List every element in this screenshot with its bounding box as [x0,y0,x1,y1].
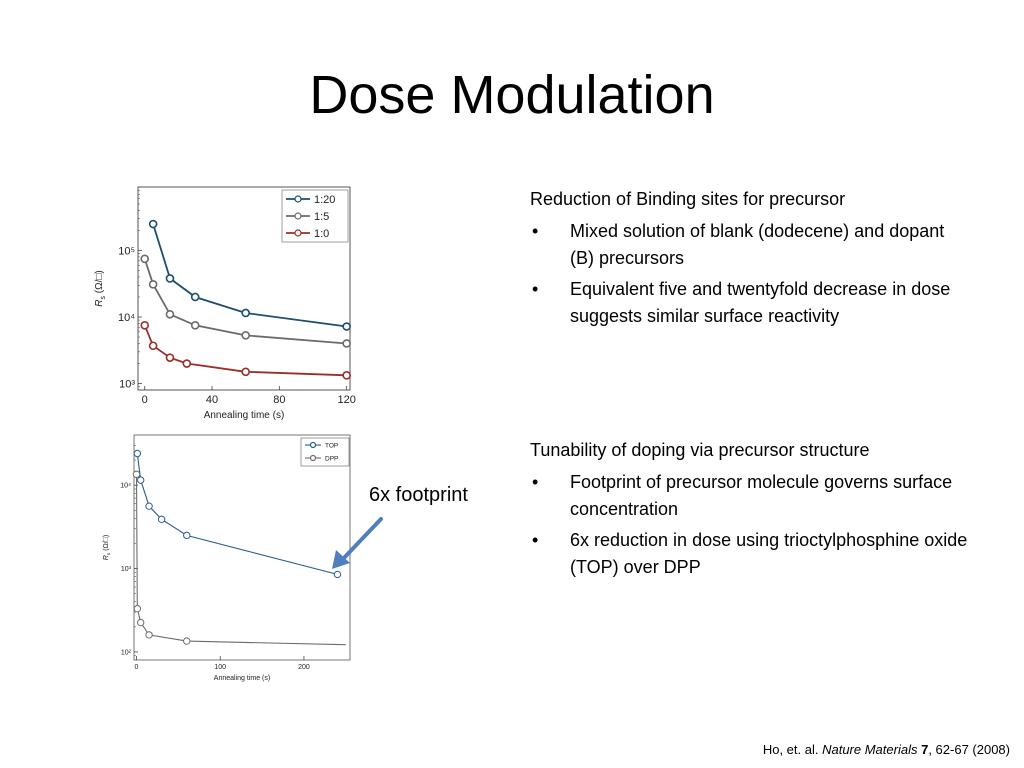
plot-frame [133,434,351,661]
series-line-DPP [135,474,346,646]
x-axis-label: Annealing time (s) [214,675,270,682]
bullet-icon: • [532,221,539,241]
section-heading: Tunability of doping via precursor struc… [530,440,870,460]
data-point [241,367,250,377]
bullet-text: 6x reduction in dose using trioctylphosp… [570,530,968,577]
y-tick-label: 10³ [119,378,135,390]
data-point [148,341,158,351]
data-point [148,280,158,289]
citation: Ho, et. al. Nature Materials 7, 62-67 (2… [763,741,1010,759]
citation-journal: Nature Materials [822,742,918,757]
bullet-icon: • [532,279,539,299]
data-point [165,353,175,362]
data-point [165,274,175,283]
data-point [132,470,141,479]
x-tick-label: 200 [298,664,310,671]
data-point [133,605,142,613]
y-tick-label: 10³ [121,566,132,573]
bullet-text: Mixed solution of blank (dodecene) and d… [570,221,945,268]
data-point [342,339,351,348]
data-point [137,476,145,484]
data-point [342,322,351,331]
callout-arrow-icon [332,517,383,569]
legend-label: 1:0 [314,228,329,240]
section-binding-sites: Reduction of Binding sites for precursor… [530,186,970,334]
list-item: • Footprint of precursor molecule governs… [530,469,970,523]
list-item: • 6x reduction in dose using trioctylphos… [530,527,970,581]
data-point [190,321,200,330]
legend-marker [309,441,317,449]
chart-precursor-structure-svg: 10² 10³ 10⁴ 0 100 200 Annealing time (s) Rs (Ω/… [103,434,351,682]
y-tick-label: 10⁴ [120,483,131,490]
citation-authors: Ho, et. al. [762,742,819,757]
list-item: • Mixed solution of blank (dodecene) and … [530,218,970,272]
legend-marker [294,212,302,220]
list-item: • Equivalent five and twentyfold decrease… [530,276,970,330]
data-point [133,449,142,458]
x-tick-label: 80 [273,394,285,406]
y-tick-label: 10⁴ [118,312,135,324]
x-tick-label: 0 [135,664,139,671]
data-point [165,309,175,319]
citation-pages-year: , 62-67 (2008) [928,742,1010,757]
data-point [182,359,192,368]
data-point [148,219,158,229]
x-tick-label: 120 [337,394,355,406]
series-line-TOP [136,453,338,575]
legend-label: TOP [325,442,338,449]
data-point [241,308,250,318]
bullet-icon: • [532,530,539,550]
bullet-list: • Mixed solution of blank (dodecene) and … [530,218,970,330]
data-point [241,331,250,340]
data-point [190,292,200,302]
legend-box [300,437,350,467]
y-tick-label: 10² [121,649,132,656]
legend-label: 1:20 [314,194,335,206]
data-point [145,502,153,510]
legend-marker [294,229,302,237]
section-heading: Reduction of Binding sites for precursor [530,189,846,209]
y-tick-label: 10⁵ [118,245,135,257]
citation-volume: 7 [921,742,929,757]
x-tick-label: 100 [214,664,226,671]
series-line-1-5 [143,258,347,345]
bullet-icon: • [532,472,539,492]
y-axis-label: Rs (Ω/□) [103,535,112,561]
legend-label: DPP [325,455,338,462]
legend-marker [294,195,302,203]
chart-binding-sites-svg: B10³10⁴10⁵04080120Annealing time (s)Rs (… [94,186,356,421]
data-point [183,637,191,645]
x-tick-label: 0 [142,394,148,406]
data-point [137,618,145,627]
data-point [140,321,150,330]
data-point [140,254,150,264]
data-point [342,371,351,380]
footprint-caption: 6x footprint [369,484,468,506]
bullet-list: • Footprint of precursor molecule governs… [530,469,970,581]
data-point [183,531,191,540]
data-point [333,570,342,579]
legend-marker [309,454,317,462]
data-point [145,631,153,639]
data-point [157,515,166,523]
legend-label: 1:5 [314,211,329,223]
x-tick-label: 40 [206,394,218,406]
x-axis-label: Annealing time (s) [204,410,285,421]
bullet-text: Equivalent five and twentyfold decrease … [570,279,951,326]
section-precursor-structure: Tunability of doping via precursor struc… [530,437,970,585]
chart-precursor-structure: 10² 10³ 10⁴ 0 100 200 Annealing time (s) Rs (Ω/… [96,432,358,688]
y-axis-label: Rs (Ω/□) [94,270,107,306]
slide-title: Dose Modulation [309,65,715,125]
chart-binding-sites: B10³10⁴10⁵04080120Annealing time (s)Rs (… [88,184,360,432]
bullet-text: Footprint of precursor molecule governs … [570,472,953,519]
